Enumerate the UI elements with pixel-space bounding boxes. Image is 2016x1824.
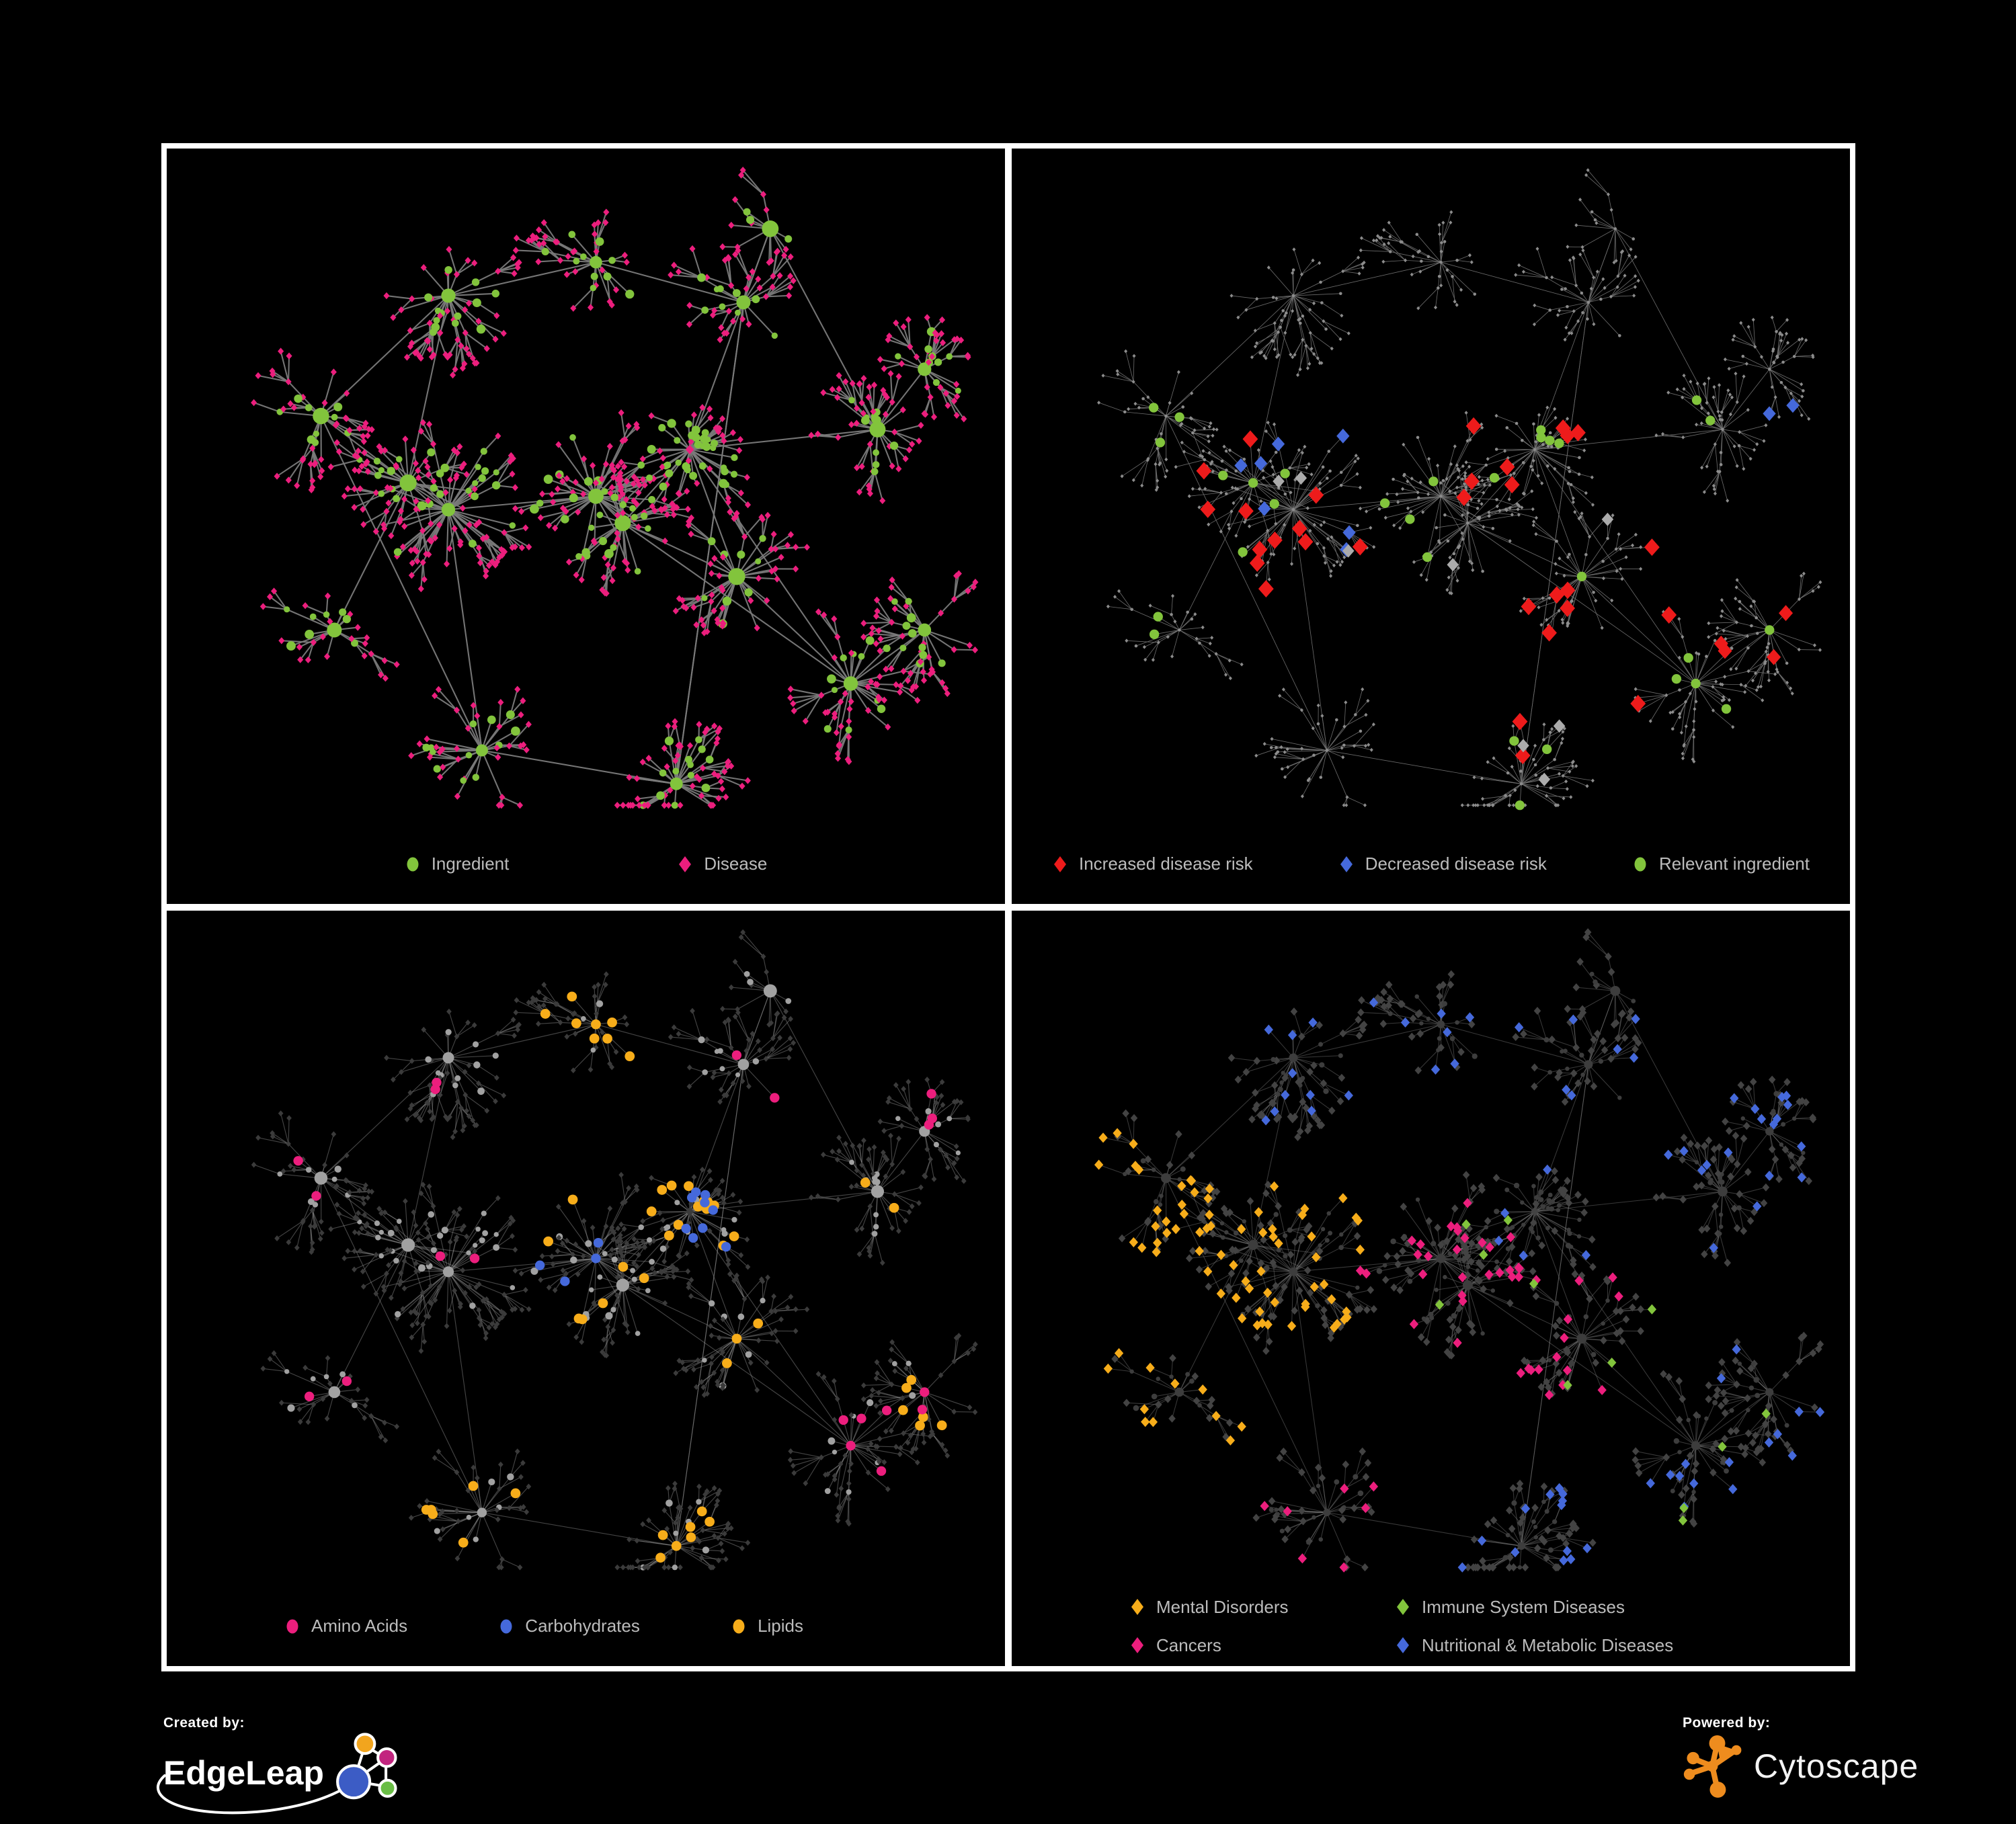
legend-diamond-marker-icon [1338,855,1355,874]
legend-label: Immune System Diseases [1422,1597,1625,1618]
legend-circle-marker-icon [1632,855,1648,874]
legend-circle-marker-icon [284,1617,300,1636]
legend-diamond-marker-icon [1129,1636,1145,1655]
powered-by-label: Powered by: [1683,1715,1919,1731]
legend-item: Immune System Diseases [1395,1597,1850,1618]
legend-label: Carbohydrates [525,1616,640,1636]
panel-ingredient-disease: Ingredient Disease [167,149,1005,904]
legend-diamond-marker-icon [1129,1598,1145,1616]
created-by-label: Created by: [163,1715,405,1731]
legend-nutrient-class: Amino Acids Carbohydrates Lipids [167,1586,1005,1666]
legend-diamond-marker-icon [1395,1636,1411,1655]
legend-label: Lipids [758,1616,803,1636]
legend-item: Ingredient [405,854,510,874]
network-nutrient-class [167,911,1005,1586]
legend-item: Lipids [731,1616,803,1636]
network-disease-category [1012,911,1850,1586]
legend-item: Mental Disorders [1129,1597,1395,1618]
legend-item: Carbohydrates [498,1616,640,1636]
legend-circle-marker-icon [498,1617,514,1636]
legend-item: Cancers [1129,1635,1395,1656]
panel-disease-risk: Increased disease risk Decreased disease … [1012,149,1850,904]
edgeleap-credit: Created by: EdgeLeap [163,1715,405,1813]
legend-item: Amino Acids [284,1616,407,1636]
legend-disease-risk: Increased disease risk Decreased disease … [1012,824,1850,904]
network-ingredient-disease [167,149,1005,824]
legend-diamond-marker-icon [1052,855,1068,874]
legend-label: Increased disease risk [1079,854,1253,874]
panel-disease-category: Mental Disorders Immune System Diseases Ca… [1012,911,1850,1666]
edgeleap-network-icon [321,1733,405,1813]
legend-item: Decreased disease risk [1338,854,1547,874]
legend-label: Amino Acids [311,1616,407,1636]
legend-label: Disease [704,854,767,874]
legend-circle-marker-icon [731,1617,747,1636]
legend-item: Disease [677,854,767,874]
legend-item: Increased disease risk [1052,854,1253,874]
legend-label: Relevant ingredient [1659,854,1810,874]
legend-diamond-marker-icon [677,855,693,874]
legend-ingredient-disease: Ingredient Disease [167,824,1005,904]
legend-label: Cancers [1156,1635,1221,1656]
edgeleap-wordmark: EdgeLeap [163,1756,324,1790]
panels-grid: Ingredient Disease Increased disease risk… [161,143,1855,1671]
legend-diamond-marker-icon [1395,1598,1411,1616]
network-disease-risk [1012,149,1850,824]
legend-circle-marker-icon [405,855,421,874]
cytoscape-wordmark: Cytoscape [1754,1747,1919,1786]
legend-item: Relevant ingredient [1632,854,1810,874]
footer: Created by: EdgeLeap [0,1694,2016,1819]
legend-item: Nutritional & Metabolic Diseases [1395,1635,1850,1656]
legend-label: Ingredient [432,854,510,874]
legend-label: Mental Disorders [1156,1597,1289,1618]
cytoscape-icon [1683,1734,1744,1798]
panel-nutrient-class: Amino Acids Carbohydrates Lipids [167,911,1005,1666]
cytoscape-credit: Powered by: [1683,1715,1919,1798]
legend-label: Decreased disease risk [1365,854,1547,874]
legend-disease-category: Mental Disorders Immune System Diseases Ca… [1012,1586,1850,1666]
legend-label: Nutritional & Metabolic Diseases [1422,1635,1673,1656]
